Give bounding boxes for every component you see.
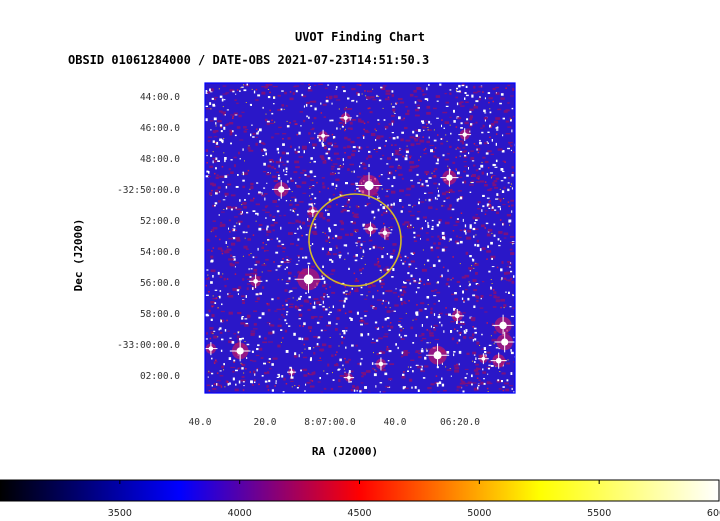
y-tick-label: 56:00.0 <box>140 278 180 289</box>
colorbar-tick-label: 3500 <box>108 508 132 519</box>
y-tick-label: 58:00.0 <box>140 309 180 320</box>
y-tick-label: 44:00.0 <box>140 92 180 103</box>
sky-image-stars <box>205 111 515 383</box>
x-axis-label: RA (J2000) <box>312 445 378 458</box>
y-tick-label: -32:50:00.0 <box>117 185 180 196</box>
y-tick-label: 54:00.0 <box>140 247 180 258</box>
x-tick-label: 40.0 <box>384 417 407 428</box>
x-tick-label: 06:20.0 <box>440 417 480 428</box>
chart-title: UVOT Finding Chart <box>294 30 426 44</box>
y-axis-label: Dec (J2000) <box>72 219 85 292</box>
colorbar-tick-label: 4000 <box>228 508 252 519</box>
y-tick-label: 52:00.0 <box>140 216 180 227</box>
y-tick-label: -33:00:00.0 <box>117 340 180 351</box>
x-tick-label: 20.0 <box>254 417 277 428</box>
colorbar-tick-label: 6000 <box>707 508 720 519</box>
y-axis-ticks: 44:00.0 46:00.0 48:00.0 -32:50:00.0 52:00.0 5… <box>117 92 180 382</box>
image-frame <box>204 82 516 394</box>
x-tick-label: 8:07:00.0 <box>304 417 356 428</box>
colorbar-tick-label: 5000 <box>467 508 491 519</box>
x-axis-ticks: 40.0 20.0 8:07:00.0 40.0 06:20.0 <box>189 417 481 428</box>
chart-subtitle: OBSID 01061284000 / DATE-OBS 2021-07-23T… <box>68 53 430 67</box>
y-tick-label: 02:00.0 <box>140 371 180 382</box>
y-tick-label: 46:00.0 <box>140 123 180 134</box>
y-tick-label: 48:00.0 <box>140 154 180 165</box>
colorbar-tick-label: 4500 <box>347 508 371 519</box>
x-tick-label: 40.0 <box>189 417 212 428</box>
colorbar-ticks: 3500 4000 4500 5000 5500 6000 <box>108 480 720 519</box>
colorbar-tick-label: 5500 <box>587 508 611 519</box>
target-circle <box>308 193 402 287</box>
